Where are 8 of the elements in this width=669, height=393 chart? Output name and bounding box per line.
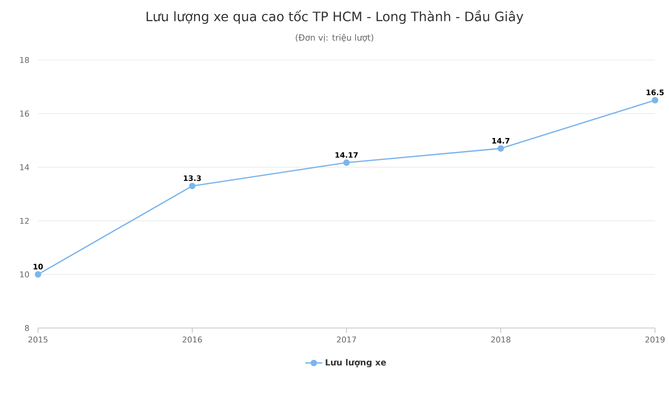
chart-title: Lưu lượng xe qua cao tốc TP HCM - Long Thành - Dầu Giây (146, 10, 524, 24)
chart-subtitle: (Đơn vị: triệu lượt) (296, 34, 374, 42)
point (343, 159, 350, 166)
point (34, 271, 42, 278)
point (189, 182, 196, 190)
legend-label: Lưu lượng xe (326, 358, 386, 368)
point (498, 145, 504, 152)
point (652, 96, 658, 104)
